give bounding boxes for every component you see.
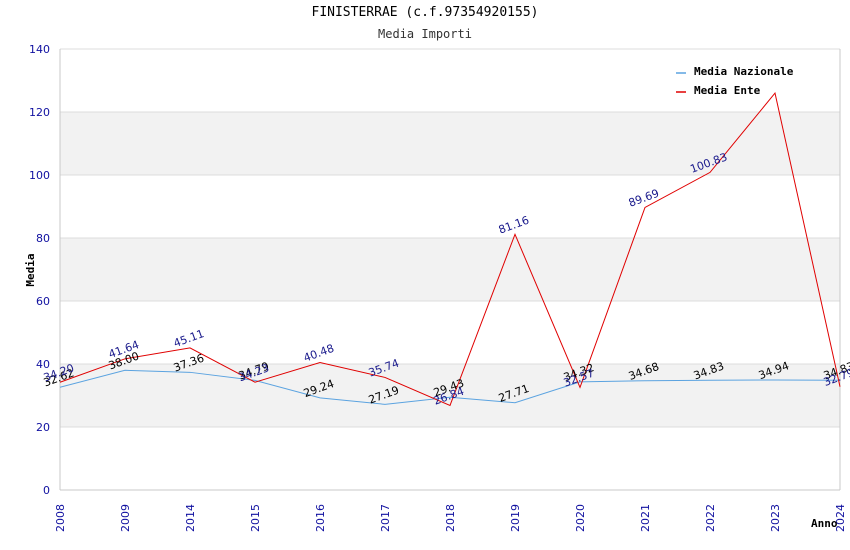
y-tick-label: 20 [36, 421, 50, 434]
x-tick-label: 2024 [834, 504, 847, 532]
x-tick-label: 2023 [769, 504, 782, 532]
y-tick-label: 80 [36, 232, 50, 245]
data-label: 40.48 [302, 342, 336, 365]
legend-label-media-ente: Media Ente [694, 84, 761, 97]
chart-title: FINISTERRAE (c.f.97354920155) [311, 5, 539, 20]
x-tick-label: 2020 [574, 504, 587, 532]
grid-band [60, 238, 840, 301]
grid-band [60, 112, 840, 175]
series-line-media-ente [59, 91, 841, 407]
x-tick-label: 2015 [249, 504, 262, 532]
x-tick-label: 2019 [509, 504, 522, 532]
y-tick-label: 140 [29, 43, 50, 56]
x-axis-title: Anno [811, 517, 838, 530]
x-tick-label: 2017 [379, 504, 392, 532]
y-tick-label: 0 [43, 484, 50, 497]
x-tick-label: 2009 [119, 504, 132, 532]
y-tick-label: 120 [29, 106, 50, 119]
y-tick-label: 60 [36, 295, 50, 308]
x-tick-label: 2014 [184, 504, 197, 532]
x-tick-label: 2021 [639, 504, 652, 532]
data-label: 89.69 [627, 187, 661, 210]
y-tick-label: 40 [36, 358, 50, 371]
series-line-media-nazionale [59, 369, 841, 405]
y-axis-title: Media [24, 253, 37, 286]
grid-band [60, 364, 840, 427]
x-tick-label: 2008 [54, 504, 67, 532]
y-tick-label: 100 [29, 169, 50, 182]
data-label: 81.16 [497, 214, 531, 237]
x-tick-label: 2018 [444, 504, 457, 532]
data-label: 45.11 [172, 327, 206, 350]
legend-label-media-nazionale: Media Nazionale [694, 65, 794, 78]
x-tick-label: 2016 [314, 504, 327, 532]
chart-subtitle: Media Importi [378, 27, 472, 41]
x-tick-label: 2022 [704, 504, 717, 532]
